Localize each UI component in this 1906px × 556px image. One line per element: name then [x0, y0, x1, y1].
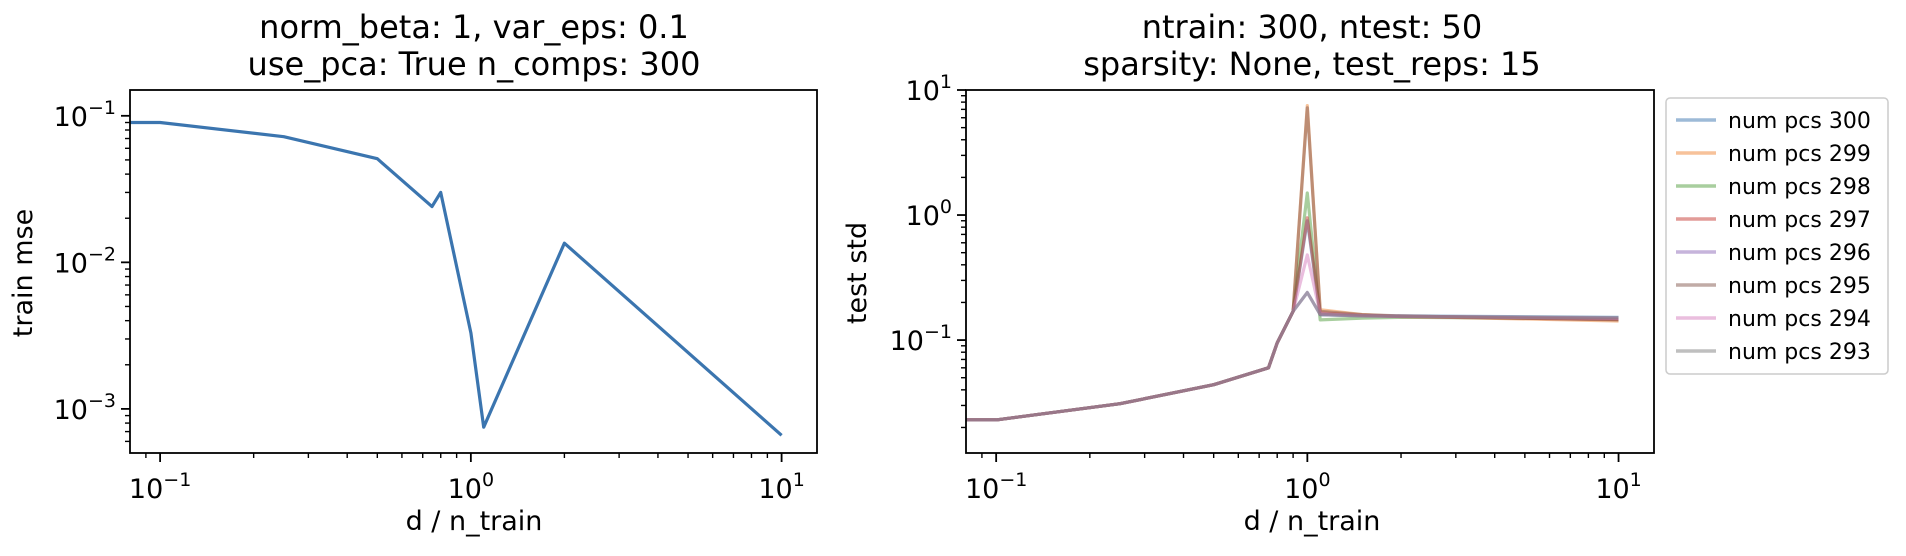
x-tick-label: 100	[1284, 469, 1330, 505]
chart-test-std: ntrain: 300, ntest: 50 sparsity: None, t…	[842, 8, 1655, 537]
chart-title-line-1: norm_beta: 1, var_eps: 0.1	[259, 8, 689, 46]
plot-frame	[965, 89, 1655, 454]
legend-label: num pcs 298	[1728, 175, 1871, 200]
series-line-0	[130, 120, 783, 437]
x-tick-label: 10−1	[129, 469, 191, 505]
legend-label: num pcs 300	[1728, 109, 1871, 134]
x-axis-label: d / n_train	[1244, 506, 1381, 537]
x-tick-label: 100	[448, 469, 494, 505]
series-line-6	[966, 253, 1619, 422]
legend-box	[1665, 97, 1889, 375]
legend-label: num pcs 299	[1728, 142, 1871, 167]
chart-train-mse: norm_beta: 1, var_eps: 0.1 use_pca: True…	[8, 8, 818, 537]
y-tick-label: 101	[906, 71, 952, 107]
chart-title-line-2: use_pca: True n_comps: 300	[248, 45, 701, 83]
y-tick-label: 10−2	[54, 243, 116, 279]
series-line-7	[966, 290, 1619, 422]
y-tick-label: 100	[906, 196, 952, 232]
x-axis-label: d / n_train	[406, 506, 543, 537]
chart-title-line-1: ntrain: 300, ntest: 50	[1142, 8, 1483, 46]
legend: num pcs 300 num pcs 299 num pcs 298 num pcs…	[1665, 97, 1889, 375]
chart-title-line-2: sparsity: None, test_reps: 15	[1083, 45, 1541, 83]
legend-label: num pcs 297	[1728, 208, 1871, 233]
x-tick-label: 101	[758, 469, 804, 505]
legend-label: num pcs 293	[1728, 340, 1871, 365]
y-tick-label: 10−1	[54, 97, 116, 133]
series-line-5	[966, 106, 1619, 422]
y-tick-label: 10−1	[890, 321, 952, 357]
x-tick-label: 10−1	[965, 469, 1027, 505]
plot-area: 10−1 100 101 10−1 100 101	[890, 71, 1655, 505]
legend-label: num pcs 294	[1728, 307, 1871, 332]
plot-area: 10−1 100 101 10−3 10−2 10−1	[54, 89, 818, 505]
y-axis-label: test std	[842, 222, 873, 324]
y-axis-label: train mse	[8, 209, 39, 337]
x-tick-label: 101	[1595, 469, 1641, 505]
series-line-1	[966, 103, 1619, 422]
y-tick-label: 10−3	[54, 390, 116, 426]
legend-label: num pcs 296	[1728, 241, 1871, 266]
legend-label: num pcs 295	[1728, 274, 1871, 299]
plot-frame	[129, 89, 818, 454]
